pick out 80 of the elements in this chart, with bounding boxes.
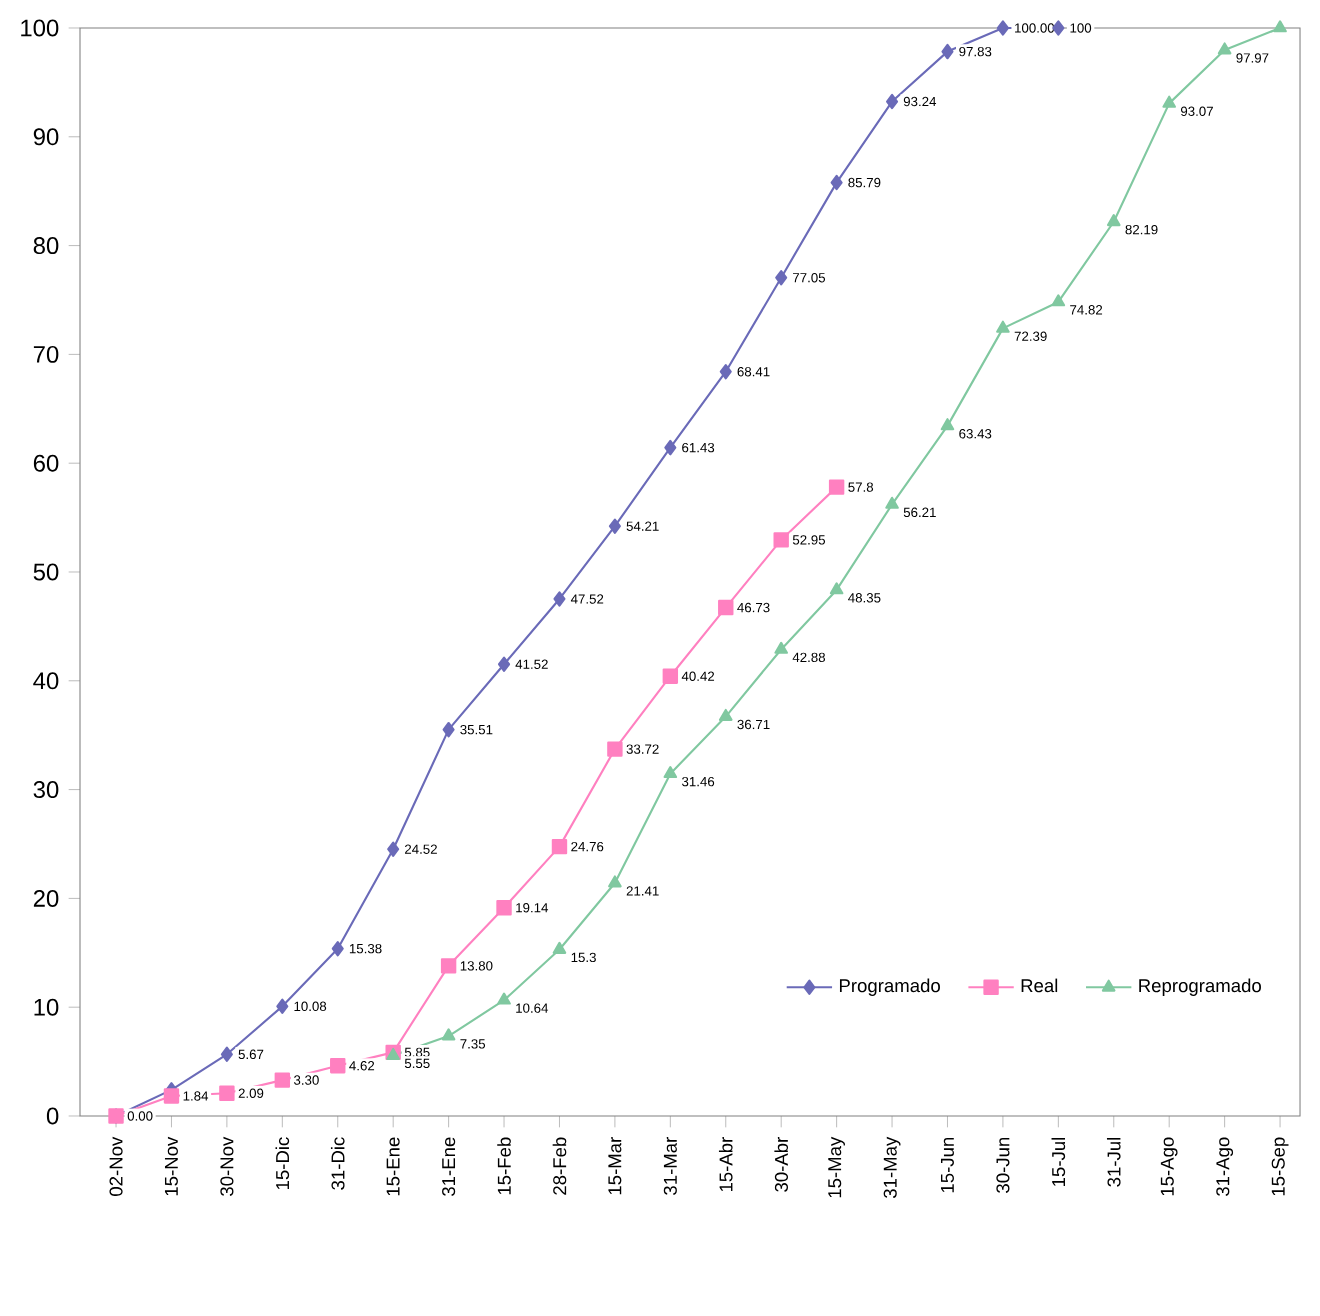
point [940, 418, 955, 431]
x-tick-label: 31-Ago [1216, 1137, 1234, 1196]
point [220, 1046, 233, 1063]
point [663, 765, 678, 779]
point [775, 269, 788, 286]
point [829, 582, 844, 595]
point [440, 958, 457, 974]
x-tick-label: 30-Jun [996, 1137, 1010, 1193]
point [496, 900, 512, 916]
point [608, 875, 622, 888]
x-tick-label: 31-May [883, 1136, 901, 1199]
x-tick-label: 15-Nov [164, 1136, 178, 1196]
x-tick-label: 15-Jun [941, 1137, 954, 1193]
y-tick-label: 30 [33, 781, 59, 799]
x-tick-label: 31-Mar [663, 1137, 677, 1195]
point [1051, 294, 1066, 307]
x-tick-label: 30-Abr [774, 1137, 788, 1192]
y-tick-label: 20 [33, 889, 59, 907]
point [996, 320, 1010, 333]
y-tick-label: 0 [46, 1107, 59, 1125]
y-tick-label: 60 [33, 454, 59, 472]
point [718, 599, 734, 616]
point [1273, 20, 1287, 33]
point [331, 940, 344, 957]
x-tick-label: 28-Feb [552, 1137, 567, 1195]
point [1106, 214, 1121, 227]
point [828, 479, 845, 495]
x-tick-label: 15-May [828, 1136, 845, 1198]
point [497, 992, 511, 1005]
point [830, 174, 843, 191]
legend-label: Reprogramado [1139, 978, 1261, 996]
point [662, 668, 679, 684]
point [441, 1028, 456, 1041]
x-tick-label: 15-Dic [275, 1137, 290, 1190]
legend-label: Real [1021, 978, 1058, 993]
legend-label: Programado [839, 978, 940, 996]
y-tick-label: 40 [33, 672, 59, 690]
x-tick-label: 02-Nov [109, 1136, 123, 1196]
point [274, 1072, 291, 1088]
point [773, 532, 789, 548]
x-tick-label: 30-Nov [220, 1136, 234, 1196]
point [1217, 42, 1232, 55]
point [719, 363, 732, 380]
y-tick-label: 70 [33, 345, 59, 363]
point [886, 93, 899, 110]
x-tick-label: 31-Ene [442, 1137, 456, 1196]
y-tick-label: 90 [33, 128, 59, 146]
point [442, 721, 455, 738]
y-tick-label: 80 [33, 237, 59, 255]
point [330, 1058, 346, 1074]
point [387, 841, 400, 857]
point [1052, 20, 1065, 36]
y-tick-label: 10 [34, 998, 59, 1016]
point [551, 838, 568, 855]
point [552, 941, 567, 954]
point [774, 641, 789, 654]
x-tick-label: 15-Ago [1160, 1137, 1178, 1196]
y-tick-label: 50 [33, 563, 59, 581]
point [607, 741, 623, 757]
point [1162, 95, 1177, 108]
x-tick-label: 31-Dic [330, 1137, 345, 1190]
x-tick-label: 15-Ene [386, 1137, 400, 1196]
x-tick-label: 15-Jul [1051, 1137, 1066, 1186]
x-tick-label: 15-Feb [497, 1137, 511, 1195]
point [941, 43, 954, 60]
point [219, 1085, 235, 1101]
point [664, 439, 677, 456]
point [996, 20, 1009, 36]
x-tick-label: 31-Jul [1106, 1137, 1121, 1187]
point [497, 656, 511, 672]
y-tick-label: 100 [21, 19, 59, 37]
point [163, 1088, 180, 1104]
point [276, 998, 289, 1015]
point [608, 518, 621, 534]
point [885, 496, 899, 509]
x-tick-label: 15-Abr [718, 1137, 733, 1192]
x-tick-label: 15-Mar [608, 1137, 622, 1195]
point [718, 708, 733, 721]
x-tick-label: 15-Sep [1271, 1137, 1289, 1196]
point [553, 591, 566, 607]
